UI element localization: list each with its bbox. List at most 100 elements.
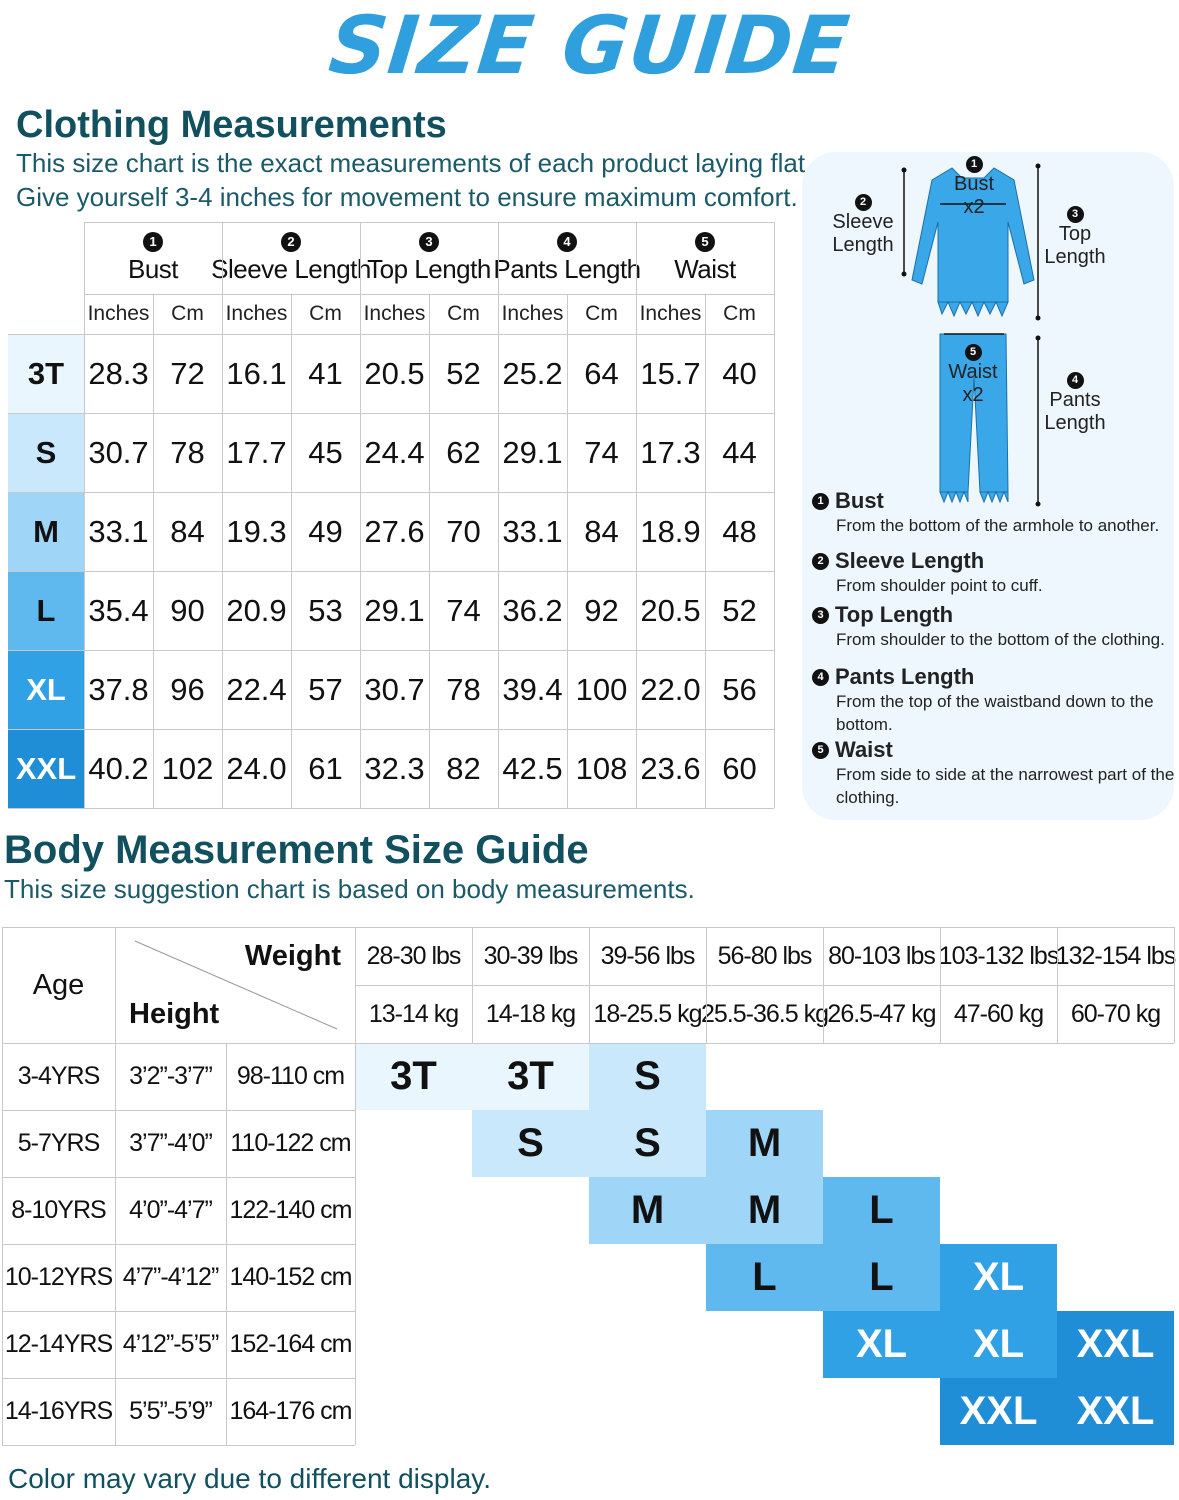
measure-value: 33.1 — [88, 513, 149, 549]
size-label: S — [8, 413, 84, 492]
measure-value: 19.3 — [226, 513, 287, 549]
measure-value: 52 — [446, 355, 481, 391]
measure-value: 24.0 — [226, 750, 287, 786]
grid-line — [2, 927, 1174, 928]
measure-value: 84 — [584, 513, 619, 549]
size-suggestion-cell: L — [823, 1244, 940, 1311]
size-suggestion-cell: M — [706, 1110, 823, 1177]
grid-line — [636, 222, 637, 808]
diagram-waist-label: 5 Waist x2 — [948, 344, 998, 406]
measure-value: 29.1 — [502, 434, 563, 470]
row-age: 3-4YRS — [17, 1062, 101, 1090]
definition-desc: From the top of the waistband down to th… — [836, 692, 1154, 734]
row-height-ft: 5’5”-5’9” — [129, 1397, 213, 1425]
size-label: XXL — [8, 729, 84, 808]
measurement-diagram-panel: 1 Bust x2 2 Sleeve Length 3 Top Length 5 Wa… — [802, 152, 1174, 820]
grid-line — [2, 1244, 355, 1245]
grid-line — [2, 1110, 355, 1111]
measure-header-label: Top Length — [367, 253, 491, 284]
size-suggestion-cell: XL — [940, 1311, 1057, 1378]
weight-lbs-header: 28-30 lbs — [366, 941, 462, 970]
grid-line — [8, 571, 774, 572]
grid-line — [498, 222, 499, 808]
measure-value: 64 — [584, 355, 619, 391]
measure-value: 17.3 — [640, 434, 701, 470]
grid-line — [706, 927, 707, 1043]
measure-header-label: Bust — [127, 253, 179, 284]
definition-desc: From the bottom of the armhole to anothe… — [836, 516, 1160, 535]
unit-header: Cm — [171, 302, 204, 325]
unit-header: Cm — [585, 302, 618, 325]
garment-diagram — [901, 163, 1041, 507]
measure-value: 28.3 — [88, 355, 149, 391]
weight-kg-header: 47-60 kg — [953, 999, 1044, 1028]
size-suggestion-cell: 3T — [355, 1043, 472, 1110]
clothing-line-2: Give yourself 3-4 inches for movement to… — [16, 182, 798, 212]
measure-value: 90 — [170, 592, 205, 628]
measure-value: 22.0 — [640, 671, 701, 707]
measure-value: 25.2 — [502, 355, 563, 391]
measure-value: 44 — [722, 434, 757, 470]
measure-value: 32.3 — [364, 750, 425, 786]
row-height-ft: 4’12”-5’5” — [122, 1330, 220, 1358]
definition-1: 1 Bust From the bottom of the armhole to a… — [812, 488, 1177, 537]
definition-2: 2 Sleeve Length From shoulder point to cuf… — [812, 548, 1177, 597]
size-suggestion-cell: XL — [940, 1244, 1057, 1311]
number-badge-icon: 5 — [812, 741, 829, 759]
measure-value: 17.7 — [226, 434, 287, 470]
measure-value: 22.4 — [226, 671, 287, 707]
measure-header-label: Sleeve Length — [211, 253, 371, 284]
measure-value: 92 — [584, 592, 619, 628]
measure-value: 39.4 — [502, 671, 563, 707]
grid-line — [2, 1378, 355, 1379]
weight-lbs-header: 132-154 lbs — [1055, 941, 1177, 970]
unit-header: Inches — [501, 302, 564, 325]
size-suggestion-cell: XL — [823, 1311, 940, 1378]
grid-line — [8, 492, 774, 493]
size-suggestion-cell: S — [589, 1110, 706, 1177]
size-suggestion-cell: XXL — [1057, 1311, 1174, 1378]
header-diagonal-line — [134, 940, 338, 1030]
definition-5: 5 Waist From side to side at the narrowest… — [812, 737, 1177, 809]
row-height-ft: 4’0”-4’7” — [129, 1196, 213, 1224]
weight-kg-header: 18-25.5 kg — [593, 999, 702, 1028]
size-suggestion-cell: L — [706, 1244, 823, 1311]
measure-value: 30.7 — [364, 671, 425, 707]
measure-value: 35.4 — [88, 592, 149, 628]
grid-line — [823, 927, 824, 1043]
measure-value: 30.7 — [88, 434, 149, 470]
measure-value: 40 — [722, 355, 757, 391]
size-suggestion-cell: M — [589, 1177, 706, 1244]
row-height-ft: 3’7”-4’0” — [129, 1129, 213, 1157]
footer-note: Color may vary due to different display. — [8, 1463, 491, 1494]
measure-header-3: 3 Top Length — [360, 222, 498, 294]
row-height-cm: 164-176 cm — [229, 1397, 352, 1425]
grid-line — [429, 294, 430, 808]
measure-value: 20.5 — [364, 355, 425, 391]
measure-value: 36.2 — [502, 592, 563, 628]
row-age: 8-10YRS — [11, 1196, 106, 1224]
definition-term: 5 Waist — [812, 737, 1177, 763]
unit-header: Inches — [363, 302, 426, 325]
page-title: SIZE GUIDE — [324, 0, 855, 92]
size-suggestion-cell: S — [472, 1110, 589, 1177]
measure-header-5: 5 Waist — [636, 222, 774, 294]
measure-value: 37.8 — [88, 671, 149, 707]
definition-term-text: Sleeve Length — [835, 548, 985, 573]
measure-value: 40.2 — [88, 750, 149, 786]
definition-term-text: Bust — [835, 488, 884, 513]
grid-line — [226, 1043, 227, 1445]
number-badge-icon: 3 — [812, 606, 829, 624]
clothing-measurement-table: 1 Bust Inches Cm 2 Sleeve Length Inches Cm 3 Top … — [8, 222, 775, 809]
size-label: 3T — [8, 334, 84, 413]
number-badge-icon: 4 — [557, 231, 577, 252]
definition-desc: From shoulder to the bottom of the cloth… — [836, 630, 1165, 649]
weight-lbs-header: 103-132 lbs — [938, 941, 1060, 970]
measure-value: 16.1 — [226, 355, 287, 391]
row-height-cm: 152-164 cm — [229, 1330, 352, 1358]
grid-line — [360, 222, 361, 808]
measure-value: 84 — [170, 513, 205, 549]
row-age: 10-12YRS — [4, 1263, 113, 1291]
diagram-sleeve-label: 2 Sleeve Length — [832, 194, 894, 256]
weight-kg-header: 26.5-47 kg — [827, 999, 936, 1028]
